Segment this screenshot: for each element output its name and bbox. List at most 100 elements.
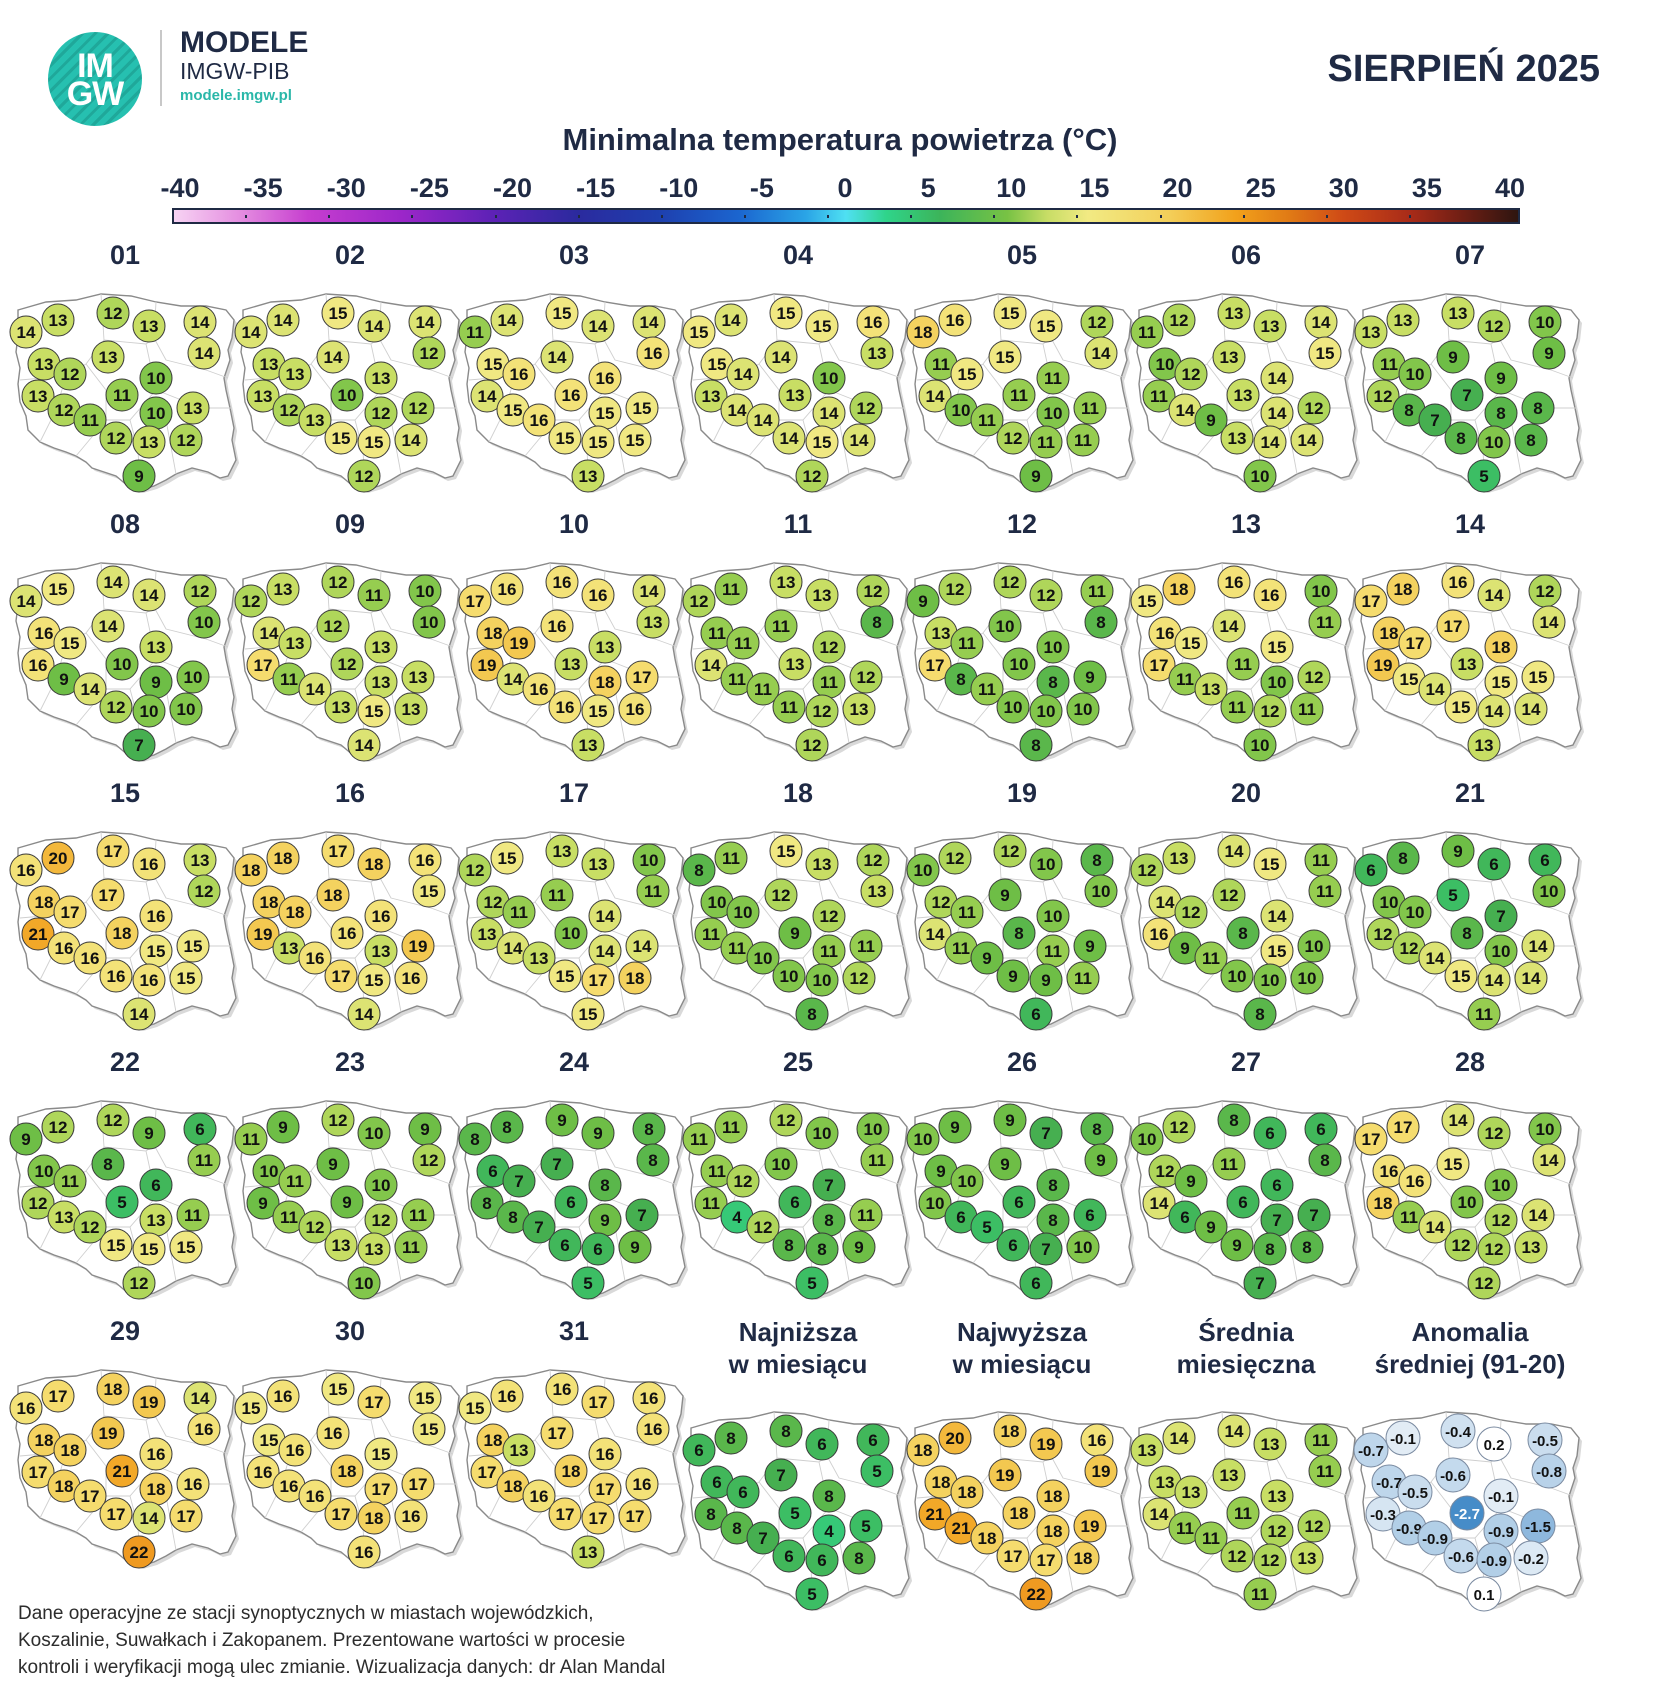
station-value: 16 [55,939,74,958]
station-marker [805,963,839,997]
station-value: 11 [1037,433,1055,452]
station-value: -1.5 [1525,1519,1551,1536]
station-value: 13 [579,467,598,486]
station-value: 6 [1265,1124,1274,1143]
station-marker [401,391,435,425]
station-marker [581,1501,615,1535]
station-value: 12 [420,1151,439,1170]
station-marker [412,605,446,639]
station-value: -0.6 [1448,1549,1474,1566]
station-marker [1029,578,1063,612]
map-panel-26: 10 9 9 7 8 9 10 9 9 8 10 6 6 8 5 6 6 7 10 6 26 [903,1047,1141,1312]
station-value: 13 [644,613,663,632]
station-marker [860,336,894,370]
station-marker [581,309,615,343]
station-value: 19 [1374,656,1393,675]
station-value: 14 [734,365,753,384]
station-value: 13 [1182,1483,1201,1502]
station-marker [347,459,381,493]
station-value: -0.7 [1376,1475,1402,1492]
station-marker [805,425,839,459]
station-value: 13 [562,655,581,674]
station-marker [1514,1230,1548,1264]
scale-tick-label: -30 [326,173,366,203]
station-value: 13 [777,573,796,592]
station-value: 12 [1485,1240,1504,1259]
station-value: 12 [1220,886,1239,905]
station-value: 11 [754,680,772,699]
station-value: 18 [1492,638,1511,657]
station-value: 14 [242,323,261,342]
region-border [75,632,107,726]
station-value: 13 [402,700,421,719]
station-value: 12 [484,893,503,912]
station-marker [364,899,398,933]
station-marker [298,672,332,706]
station-marker [1217,296,1251,330]
station-marker [996,1539,1030,1573]
station-value: 13 [140,317,159,336]
station-marker [1467,1266,1501,1300]
station-marker [266,303,300,337]
station-marker [1467,459,1501,493]
station-value: 14 [1426,949,1445,968]
station-value: 11 [1044,942,1062,961]
station-marker [502,357,536,391]
station-marker [330,647,364,681]
station-value: 10 [355,1274,374,1293]
station-marker [1467,997,1501,1031]
map-panel-11: 12 11 13 13 12 11 11 11 8 12 14 13 11 11 11 12 11 12 13 12 1… [679,509,917,774]
station-marker [105,378,139,412]
station-marker [1483,1478,1519,1514]
station-marker [364,361,398,395]
station-value: 9 [420,1120,429,1139]
map-panel-01: 14 13 12 13 14 13 12 13 14 10 13 11 12 10 11 13 12 13 12 9 0… [6,240,244,505]
station-marker [1029,1543,1063,1577]
map-panel-14: 17 18 16 14 12 18 17 17 14 18 19 13 15 15 14 15 15 14 14 13… [1351,509,1589,774]
station-marker [176,391,210,425]
station-value: 11 [820,942,838,961]
station-marker [73,1479,107,1513]
station-value: 14 [416,313,435,332]
station-value: 14 [191,1389,210,1408]
station-marker [21,917,55,951]
station-marker [795,459,829,493]
station-value: 8 [1096,613,1105,632]
region-border [748,901,780,995]
station-marker [1308,1454,1342,1488]
station-value: 10 [1044,404,1063,423]
station-marker [618,1230,652,1264]
station-marker [490,303,524,337]
station-value: 9 [1448,348,1457,367]
station-value: 14 [1312,313,1331,332]
station-value: 16 [530,680,549,699]
region-border [614,419,626,475]
station-marker [470,379,504,413]
station-marker [99,1497,133,1531]
station-marker [849,1509,883,1543]
station-marker [938,1421,972,1455]
station-value: 14 [596,907,615,926]
station-marker [357,847,391,881]
brand-url[interactable]: modele.imgw.pl [180,87,292,104]
station-value: 13 [306,411,325,430]
station-marker [581,694,615,728]
station-marker [970,403,1004,437]
station-marker [581,963,615,997]
panel-label-line: Anomalia [1411,1317,1529,1347]
station-value: 10 [365,1124,384,1143]
station-marker [234,1122,268,1156]
station-marker [636,1143,670,1177]
station-value: 8 [726,1429,735,1448]
station-marker [778,1496,812,1530]
station-value: 11 [1316,613,1334,632]
station-marker [91,340,125,374]
station-value: 6 [1316,1120,1325,1139]
station-value: 14 [1220,617,1239,636]
station-value: 18 [932,1473,951,1492]
station-value: 11 [708,1162,726,1181]
station-value: 11 [1010,386,1028,405]
